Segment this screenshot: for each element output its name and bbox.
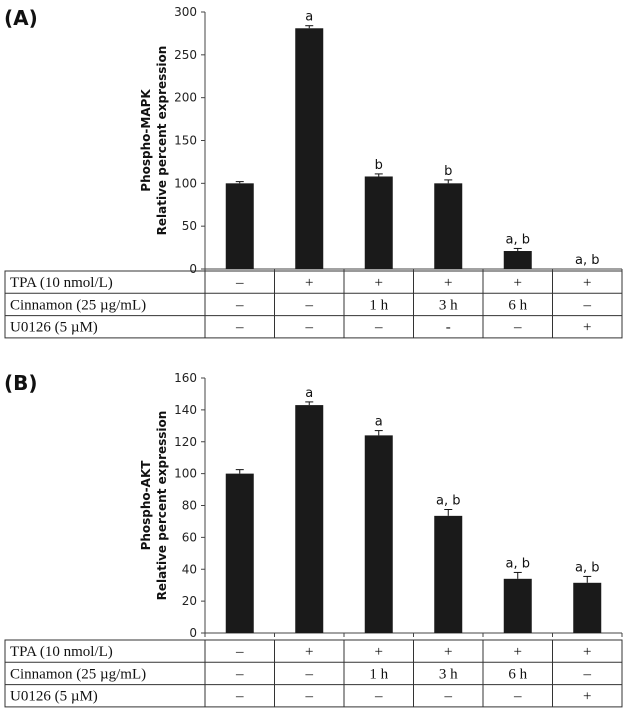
significance-label: a	[305, 10, 313, 25]
significance-label: a, b	[575, 253, 599, 268]
table-cell: +	[375, 275, 383, 291]
y-tick-label: 50	[182, 219, 197, 233]
table-cell: –	[374, 320, 383, 336]
table-cell: –	[235, 297, 244, 313]
table-cell: +	[583, 644, 591, 660]
table-row-label: Cinnamon (25 µg/mL)	[10, 297, 146, 313]
y-tick-label: 300	[174, 5, 197, 19]
table-cell: –	[374, 689, 383, 705]
significance-label: a, b	[575, 560, 599, 575]
table-row-label: Cinnamon (25 µg/mL)	[10, 666, 146, 682]
table-row-label: U0126 (5 µM)	[10, 320, 98, 336]
table-cell: +	[305, 275, 313, 291]
treatment-table	[4, 639, 623, 708]
table-cell: 3 h	[439, 666, 458, 682]
panel-label: (B)	[4, 371, 38, 395]
panel-label: (A)	[4, 6, 38, 30]
significance-label: a	[375, 415, 383, 430]
table-cell: 6 h	[508, 666, 527, 682]
bar	[503, 251, 532, 269]
table-cell: +	[514, 275, 522, 291]
table-cell: -	[446, 320, 451, 336]
table-cell: –	[513, 320, 522, 336]
y-axis-label-line1: Phospho-AKT	[139, 460, 153, 551]
y-axis-label-line2: Relative percent expression	[155, 411, 169, 601]
table-cell: –	[235, 689, 244, 705]
table-cell: –	[235, 644, 244, 660]
bar	[364, 176, 393, 269]
table-cell: +	[375, 644, 383, 660]
y-axis-label-line1: Phospho-MAPK	[139, 89, 153, 192]
bar	[503, 578, 532, 633]
table-cell: –	[235, 320, 244, 336]
table-cell: –	[444, 689, 453, 705]
y-tick-label: 0	[189, 262, 197, 276]
y-tick-label: 150	[174, 134, 197, 148]
significance-label: a, b	[506, 232, 530, 247]
y-axis-label: Phospho-MAPK Relative percent expression	[139, 46, 169, 236]
significance-label: b	[444, 164, 452, 179]
table-cell: +	[583, 320, 591, 336]
y-tick-label: 20	[182, 594, 197, 608]
table-cell: –	[235, 275, 244, 291]
y-tick-label: 160	[174, 371, 197, 385]
y-tick-label: 80	[182, 499, 197, 513]
table-cell: 3 h	[439, 297, 458, 313]
significance-label: a	[305, 386, 313, 401]
y-tick-label: 250	[174, 48, 197, 62]
chart-panel-b: (B) Phospho-AKT Relative percent expressio…	[4, 371, 623, 708]
table-cell: –	[513, 689, 522, 705]
y-tick-label: 120	[174, 435, 197, 449]
table-cell: +	[305, 644, 313, 660]
bar	[434, 183, 463, 269]
table-cell: –	[305, 666, 314, 682]
table-cell: +	[444, 275, 452, 291]
y-tick-label: 40	[182, 562, 197, 576]
y-tick-label: 200	[174, 91, 197, 105]
bar	[225, 183, 254, 269]
table-cell: –	[305, 297, 314, 313]
y-axis-label-line2: Relative percent expression	[155, 46, 169, 236]
significance-label: a, b	[506, 556, 530, 571]
y-tick-label: 100	[174, 176, 197, 190]
table-cell: –	[305, 689, 314, 705]
bar	[434, 515, 463, 633]
table-cell: +	[583, 689, 591, 705]
table-cell: –	[235, 666, 244, 682]
treatment-table	[4, 270, 623, 339]
table-cell: –	[583, 666, 592, 682]
table-cell: –	[305, 320, 314, 336]
bar	[225, 473, 254, 633]
chart-panel-a: (A) Phospho-MAPK Relative percent expressi…	[4, 5, 623, 339]
bar	[573, 582, 602, 633]
y-tick-label: 60	[182, 530, 197, 544]
table-row-label: TPA (10 nmol/L)	[10, 275, 113, 291]
bar	[295, 28, 324, 269]
y-tick-label: 0	[189, 626, 197, 640]
y-tick-label: 100	[174, 467, 197, 481]
table-cell: +	[444, 644, 452, 660]
significance-label: b	[375, 158, 383, 173]
table-cell: 1 h	[369, 666, 388, 682]
table-cell: +	[583, 275, 591, 291]
table-cell: 1 h	[369, 297, 388, 313]
table-cell: 6 h	[508, 297, 527, 313]
bar	[295, 405, 324, 633]
table-row-label: U0126 (5 µM)	[10, 689, 98, 705]
y-axis-label: Phospho-AKT Relative percent expression	[139, 411, 169, 601]
table-row-label: TPA (10 nmol/L)	[10, 644, 113, 660]
significance-label: a, b	[436, 493, 460, 508]
y-tick-label: 140	[174, 403, 197, 417]
bar	[364, 435, 393, 633]
table-cell: +	[514, 644, 522, 660]
table-cell: –	[583, 297, 592, 313]
